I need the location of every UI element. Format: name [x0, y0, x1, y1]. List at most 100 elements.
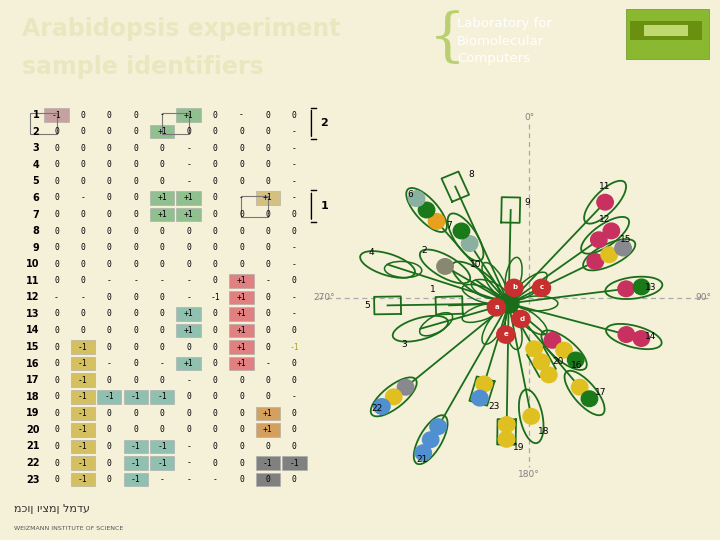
Text: 0: 0: [160, 260, 165, 269]
Text: 18: 18: [26, 392, 40, 402]
Text: -1: -1: [78, 409, 88, 418]
Text: 0: 0: [212, 376, 217, 384]
Text: 2: 2: [32, 127, 40, 137]
Text: 0: 0: [212, 426, 217, 434]
Text: 0: 0: [186, 409, 191, 418]
Text: 0: 0: [266, 376, 271, 384]
Text: -: -: [292, 193, 297, 202]
Text: 0: 0: [54, 276, 59, 285]
FancyBboxPatch shape: [124, 440, 148, 453]
Text: 0: 0: [81, 309, 86, 319]
FancyBboxPatch shape: [71, 357, 95, 370]
Text: 0: 0: [186, 260, 191, 269]
Circle shape: [544, 333, 561, 348]
Circle shape: [487, 299, 505, 316]
Circle shape: [454, 223, 469, 239]
Text: -: -: [107, 276, 112, 285]
Text: 0: 0: [107, 193, 112, 202]
FancyBboxPatch shape: [71, 423, 95, 437]
Text: 0: 0: [54, 342, 59, 352]
Text: 0: 0: [239, 409, 244, 418]
Text: 0: 0: [160, 326, 165, 335]
Text: 0: 0: [133, 111, 138, 119]
Text: +1: +1: [237, 342, 246, 352]
Text: -1: -1: [289, 342, 300, 352]
Circle shape: [633, 330, 649, 346]
Text: 0: 0: [133, 243, 138, 252]
Text: -1: -1: [131, 392, 140, 401]
Text: -1: -1: [158, 458, 167, 468]
Text: 0: 0: [107, 326, 112, 335]
FancyBboxPatch shape: [45, 109, 68, 122]
Text: 0: 0: [239, 392, 244, 401]
Text: 0: 0: [107, 144, 112, 153]
Text: 16: 16: [26, 359, 40, 369]
Text: 0: 0: [81, 260, 86, 269]
Text: 0: 0: [133, 210, 138, 219]
Text: 8: 8: [469, 171, 474, 179]
FancyBboxPatch shape: [230, 307, 253, 321]
Text: 0: 0: [160, 409, 165, 418]
Text: 17: 17: [26, 375, 40, 385]
Text: 0: 0: [54, 144, 59, 153]
Text: 0: 0: [107, 243, 112, 252]
Text: -: -: [239, 193, 244, 202]
Text: 0: 0: [81, 111, 86, 119]
Circle shape: [581, 391, 598, 407]
Text: 6: 6: [408, 190, 413, 199]
Text: 23: 23: [26, 475, 40, 484]
Text: 0: 0: [81, 243, 86, 252]
Text: -: -: [186, 144, 191, 153]
Text: 0: 0: [212, 442, 217, 451]
FancyBboxPatch shape: [150, 456, 174, 470]
Text: 19: 19: [513, 443, 525, 452]
Text: 4: 4: [32, 160, 40, 170]
Text: 0: 0: [160, 144, 165, 153]
Text: +1: +1: [184, 111, 194, 119]
FancyBboxPatch shape: [282, 456, 307, 470]
Text: +1: +1: [158, 193, 167, 202]
FancyBboxPatch shape: [256, 407, 280, 420]
Text: 0: 0: [186, 127, 191, 136]
Text: -: -: [292, 309, 297, 319]
Text: -1: -1: [78, 359, 88, 368]
Text: 0: 0: [54, 359, 59, 368]
Circle shape: [462, 236, 478, 251]
Text: 0: 0: [133, 193, 138, 202]
Text: 10: 10: [470, 260, 482, 269]
Circle shape: [512, 310, 530, 328]
Text: 0: 0: [212, 210, 217, 219]
Text: -: -: [266, 276, 271, 285]
Text: 180°: 180°: [518, 470, 540, 478]
FancyBboxPatch shape: [176, 323, 201, 338]
Text: 0: 0: [133, 227, 138, 235]
Text: -: -: [133, 276, 138, 285]
Text: 18: 18: [538, 428, 549, 436]
Text: 13: 13: [644, 284, 656, 292]
Text: 22: 22: [372, 404, 383, 413]
Text: 19: 19: [26, 408, 40, 418]
Text: 0: 0: [186, 243, 191, 252]
Text: 0: 0: [212, 127, 217, 136]
FancyBboxPatch shape: [256, 191, 280, 205]
Text: 11: 11: [26, 276, 40, 286]
Text: 90°: 90°: [696, 293, 712, 302]
Text: -1: -1: [131, 475, 140, 484]
Text: 0: 0: [239, 260, 244, 269]
Text: 0: 0: [81, 227, 86, 235]
Text: 0: 0: [160, 227, 165, 235]
Text: 0: 0: [107, 475, 112, 484]
Text: 0: 0: [186, 227, 191, 235]
Text: 0: 0: [54, 210, 59, 219]
Text: 0: 0: [239, 160, 244, 170]
Circle shape: [556, 342, 572, 358]
Text: 0: 0: [186, 426, 191, 434]
Text: 5: 5: [32, 177, 40, 186]
Text: 0: 0: [212, 111, 217, 119]
Text: 0: 0: [212, 193, 217, 202]
Text: 0: 0: [81, 144, 86, 153]
Circle shape: [523, 409, 539, 424]
FancyBboxPatch shape: [71, 440, 95, 453]
Text: -1: -1: [131, 458, 140, 468]
Text: 0: 0: [212, 160, 217, 170]
